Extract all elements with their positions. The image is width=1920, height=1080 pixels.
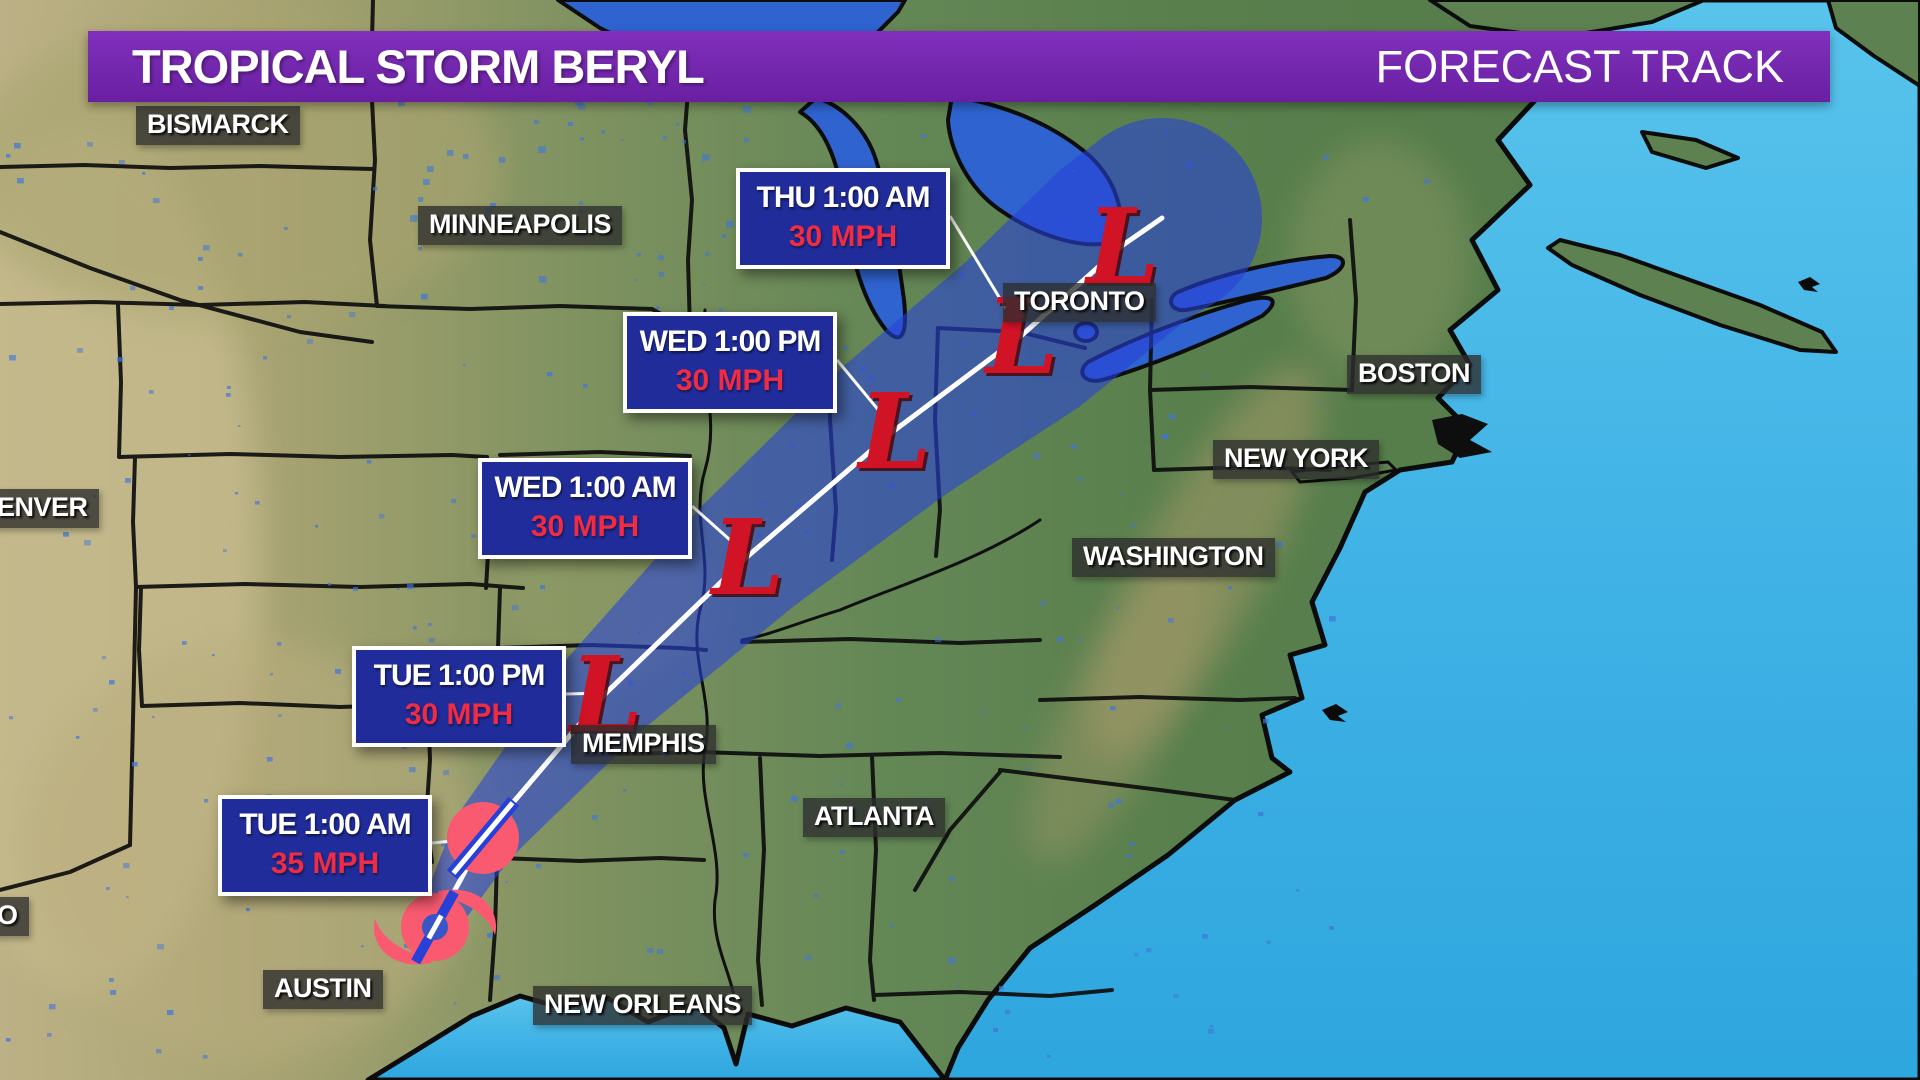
low-symbol-shadow: L: [711, 499, 787, 622]
forecast-speed: 35 MPH: [270, 847, 380, 880]
forecast-box: WED 1:00 PM 30 MPH: [623, 312, 837, 413]
city-label-minneapolis: MINNEAPOLIS: [418, 206, 623, 245]
city-label-new-orleans: NEW ORLEANS: [533, 986, 752, 1025]
low-symbol-shadow: L: [858, 373, 934, 496]
forecast-speed: 30 MPH: [675, 364, 785, 397]
maritime-canada: [1428, 0, 1920, 354]
forecast-time: WED 1:00 AM: [494, 471, 676, 504]
forecast-speed: 30 MPH: [530, 510, 640, 543]
forecast-time: THU 1:00 AM: [756, 181, 931, 214]
city-label-memphis: MEMPHIS: [571, 725, 716, 764]
forecast-speed: 30 MPH: [788, 220, 898, 253]
forecast-box: TUE 1:00 AM 35 MPH: [218, 795, 432, 896]
forecast-time: TUE 1:00 PM: [373, 659, 546, 692]
atlantic-ocean: [942, 0, 1920, 1080]
city-label-washington: WASHINGTON: [1072, 538, 1275, 577]
low-pressure-symbol: L: [855, 370, 931, 493]
forecast-box: TUE 1:00 PM 30 MPH: [352, 646, 566, 747]
tropical-storm-icon: [373, 889, 497, 965]
city-label-o: O: [0, 897, 29, 936]
forecast-time: TUE 1:00 AM: [239, 808, 411, 841]
forecast-track-label: FORECAST TRACK: [1375, 40, 1784, 92]
city-label-toronto: TORONTO: [1003, 283, 1156, 322]
city-label-atlanta: ATLANTA: [803, 798, 945, 837]
forecast-time: WED 1:00 PM: [639, 325, 822, 358]
low-pressure-symbol: L: [708, 496, 784, 619]
forecast-speed: 30 MPH: [404, 698, 514, 731]
storm-title: TROPICAL STORM BERYL: [132, 40, 705, 93]
city-label-boston: BOSTON: [1347, 355, 1482, 394]
forecast-box: WED 1:00 AM 30 MPH: [478, 458, 692, 559]
forecast-box: THU 1:00 AM 30 MPH: [736, 168, 950, 269]
city-label-austin: AUSTIN: [263, 970, 383, 1009]
city-label-bismarck: BISMARCK: [136, 106, 300, 145]
storm-position-marker: [446, 796, 520, 880]
header-bar: TROPICAL STORM BERYL FORECAST TRACK: [88, 31, 1830, 102]
city-label-enver: ENVER: [0, 489, 99, 528]
city-label-new-york: NEW YORK: [1213, 440, 1380, 479]
